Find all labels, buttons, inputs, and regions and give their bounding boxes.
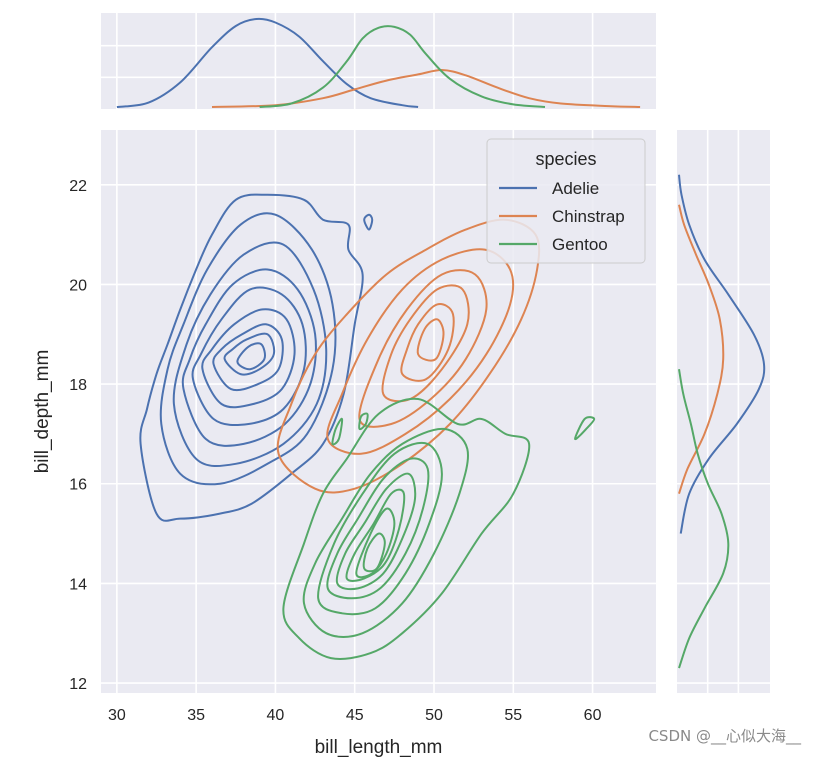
legend-title: species [535, 149, 596, 169]
legend: species Adelie Chinstrap Gentoo [486, 138, 646, 264]
x-tick-label: 40 [267, 707, 285, 724]
contour-layer [139, 193, 596, 660]
right-marginal-layer [678, 174, 766, 669]
marginal-x-gentoo [259, 25, 546, 108]
contour-chinstrap [400, 303, 455, 382]
contour-adelie [363, 213, 374, 231]
contour-gentoo [345, 488, 406, 582]
contour-chinstrap [358, 269, 488, 428]
contour-gentoo [282, 397, 531, 660]
x-tick-label: 60 [584, 707, 602, 724]
contour-adelie [181, 268, 317, 447]
y-tick-label: 20 [69, 277, 87, 294]
top-marginal-layer [116, 17, 641, 108]
marginal-y-adelie [678, 174, 766, 534]
y-tick-label: 14 [69, 576, 87, 593]
contour-gentoo [362, 532, 386, 573]
contour-gentoo [331, 417, 344, 446]
top-marginal-background [101, 13, 656, 109]
legend-box [486, 138, 646, 264]
marginal-y-chinstrap [678, 204, 725, 495]
contour-chinstrap [326, 248, 515, 455]
legend-label-gentoo: Gentoo [552, 235, 608, 254]
contour-adelie [172, 241, 328, 467]
contour-gentoo [326, 457, 430, 600]
y-axis-label: bill_depth_mm [32, 350, 53, 474]
x-axis-label: bill_length_mm [315, 737, 443, 758]
right-marginal-background [677, 130, 770, 693]
contour-adelie [212, 323, 284, 392]
contour-adelie [236, 342, 266, 371]
contour-chinstrap [416, 318, 445, 362]
contour-chinstrap [381, 284, 470, 403]
y-tick-label: 12 [69, 676, 87, 693]
marginal-y-gentoo [678, 369, 730, 669]
x-tick-label: 35 [187, 707, 205, 724]
contour-gentoo [317, 441, 443, 616]
contour-adelie [201, 308, 296, 409]
x-tick-label: 55 [504, 707, 522, 724]
marginal-x-adelie [116, 17, 419, 108]
contour-gentoo [335, 472, 417, 591]
contour-gentoo [302, 427, 469, 638]
y-tick-label: 16 [69, 477, 87, 494]
contour-gentoo [358, 412, 369, 431]
contour-adelie [159, 212, 337, 486]
contour-adelie [191, 286, 307, 427]
contour-gentoo [355, 507, 396, 579]
x-tick-label: 45 [346, 707, 364, 724]
contour-adelie [223, 332, 276, 376]
contour-gentoo [574, 416, 596, 441]
y-tick-label: 18 [69, 377, 87, 394]
x-tick-label: 30 [108, 707, 126, 724]
x-tick-label: 50 [425, 707, 443, 724]
legend-label-adelie: Adelie [552, 179, 599, 198]
marginal-x-chinstrap [211, 68, 641, 108]
contour-adelie [139, 193, 364, 522]
watermark-text: CSDN @__心似大海__ [648, 727, 801, 745]
legend-label-chinstrap: Chinstrap [552, 207, 625, 226]
y-tick-label: 22 [69, 178, 87, 195]
